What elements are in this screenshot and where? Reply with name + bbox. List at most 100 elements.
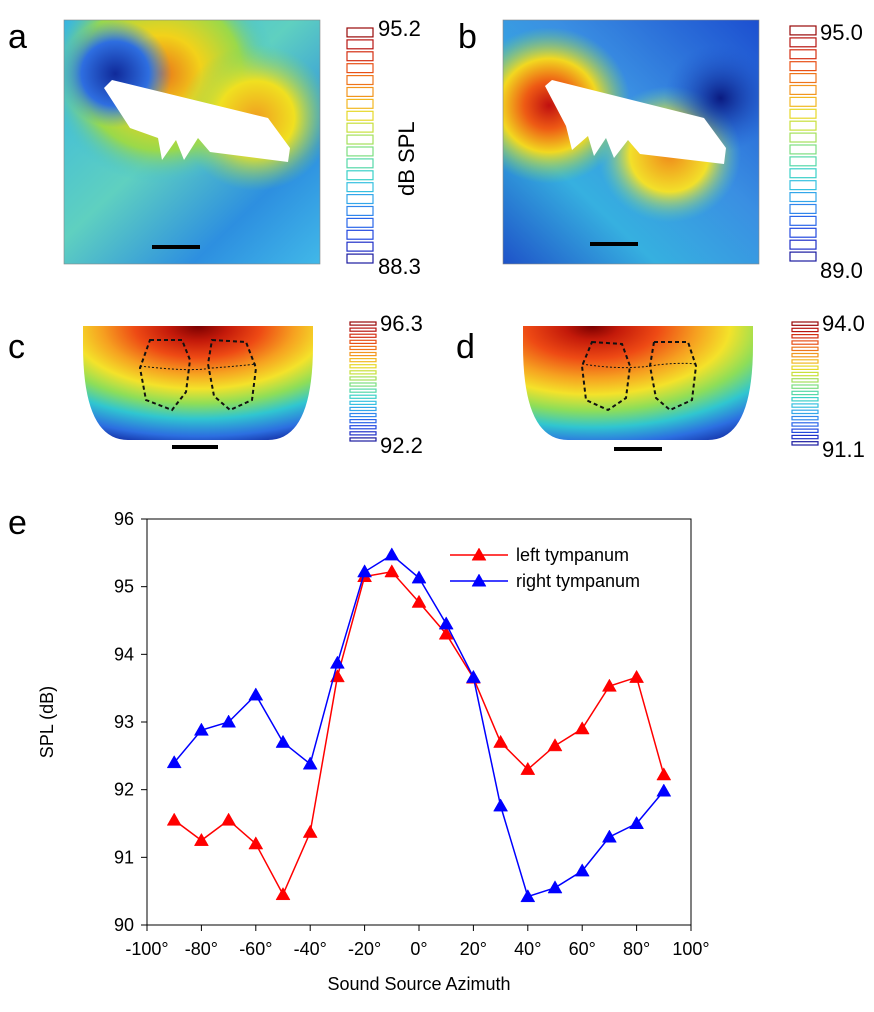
y-tick-label: 91 (114, 847, 134, 867)
colorbar-step (349, 437, 377, 442)
heatmap-c (83, 326, 313, 440)
data-point (275, 734, 291, 748)
tympanum-outline-c-left (138, 339, 192, 412)
data-point (411, 594, 427, 608)
colorbar-step (349, 364, 377, 369)
colorbar-step (349, 425, 377, 430)
colorbar-step (346, 86, 374, 97)
colorbar-a (346, 27, 374, 264)
colorbar-step (346, 110, 374, 121)
colorbar-step (346, 253, 374, 264)
colorbar-step (346, 51, 374, 62)
data-point (166, 812, 182, 826)
tympanum-outline-d-right (648, 341, 698, 412)
colorbar-d-max: 94.0 (822, 311, 865, 336)
y-tick-label: 92 (114, 780, 134, 800)
colorbar-b-min: 89.0 (820, 258, 863, 283)
x-tick-label: 80° (623, 939, 650, 959)
colorbar-step (791, 340, 819, 345)
specimen-outline-b (545, 80, 726, 164)
y-tick-label: 93 (114, 712, 134, 732)
panel-letter-c: c (8, 328, 25, 366)
colorbar-a-max: 95.2 (378, 16, 421, 41)
panel-letter-d: d (456, 328, 475, 366)
colorbar-step (346, 74, 374, 86)
colorbar-step (349, 345, 377, 351)
panel-b: b 95.0 89.0 (458, 18, 863, 283)
colorbar-step (349, 376, 377, 381)
colorbar-step (789, 239, 817, 250)
data-point (601, 678, 617, 692)
colorbar-step (349, 333, 377, 338)
colorbar-step (346, 194, 374, 205)
colorbar-step (791, 428, 819, 434)
colorbar-step (349, 370, 377, 375)
colorbar-step (346, 241, 374, 252)
y-tick-label: 94 (114, 644, 134, 664)
colorbar-step (789, 203, 817, 214)
data-point (547, 738, 563, 752)
x-tick-label: 40° (514, 939, 541, 959)
x-axis-title: Sound Source Azimuth (327, 974, 510, 994)
heatmap-d (523, 326, 753, 440)
legend-label: left tympanum (516, 545, 629, 565)
legend-label: right tympanum (516, 571, 640, 591)
colorbar-step (791, 403, 819, 408)
colorbar-step (349, 351, 377, 357)
colorbar-step (349, 412, 377, 418)
colorbar-step (789, 251, 817, 262)
colorbar-step (789, 168, 817, 179)
data-point (656, 783, 672, 797)
colorbar-step (346, 205, 374, 216)
colorbar-step (349, 400, 377, 405)
colorbar-step (346, 27, 374, 38)
colorbar-step (349, 431, 377, 436)
colorbar-d (791, 321, 819, 446)
data-point (166, 755, 182, 769)
data-point (547, 880, 563, 894)
x-tick-label: -40° (294, 939, 327, 959)
colorbar-step (346, 229, 374, 240)
data-point (357, 564, 373, 578)
colorbar-step (789, 49, 817, 60)
panel-a: a 95.2 88.3 dB SPL (8, 16, 421, 279)
colorbar-step (789, 192, 817, 203)
data-point (465, 669, 481, 683)
panel-d: d 94.0 91.1 (456, 311, 865, 462)
colorbar-step (346, 134, 374, 145)
colorbar-step (349, 394, 377, 399)
colorbar-step (791, 321, 819, 326)
colorbar-step (346, 182, 374, 193)
data-point (275, 887, 291, 901)
colorbar-step (349, 339, 377, 344)
legend: left tympanum right tympanum (450, 545, 640, 591)
colorbar-d-min: 91.1 (822, 437, 865, 462)
colorbar-step (791, 352, 819, 358)
colorbar-step (349, 419, 377, 424)
colorbar-step (789, 144, 817, 155)
colorbar-step (791, 390, 819, 396)
data-point (329, 655, 345, 669)
y-tick-label: 90 (114, 915, 134, 935)
data-point (193, 722, 209, 736)
panel-c: c 96.3 92.2 (8, 311, 423, 458)
colorbar-step (789, 25, 817, 36)
colorbar-step (789, 156, 817, 167)
colorbar-a-min: 88.3 (378, 254, 421, 279)
data-point (629, 669, 645, 683)
data-point (574, 863, 590, 877)
data-point (411, 570, 427, 584)
colorbar-step (791, 327, 819, 333)
colorbar-step (791, 346, 819, 352)
panel-letter-b: b (458, 18, 477, 56)
colorbar-step (791, 371, 819, 377)
x-tick-label: 0° (410, 939, 427, 959)
colorbar-step (789, 120, 817, 131)
x-tick-label: 20° (460, 939, 487, 959)
colorbar-step (789, 61, 817, 72)
data-point (302, 756, 318, 770)
colorbar-c-max: 96.3 (380, 311, 423, 336)
data-point (574, 721, 590, 735)
x-tick-label: -60° (239, 939, 272, 959)
